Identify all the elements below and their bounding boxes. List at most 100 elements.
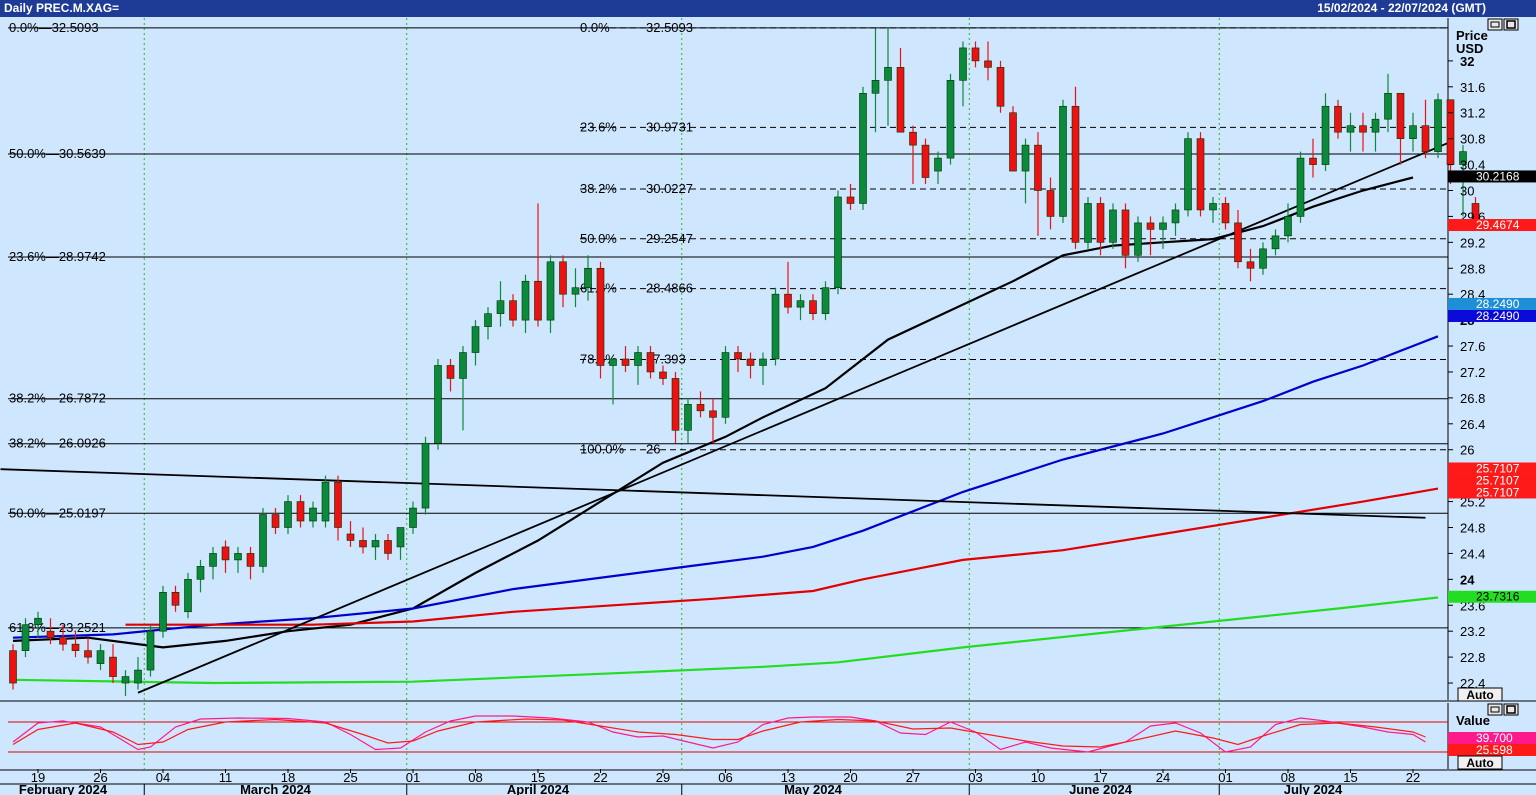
y-tick-label-15: 26: [1460, 443, 1474, 458]
osc-minimize-icon: [1490, 706, 1500, 713]
x-tick-label-0: 19: [31, 770, 45, 785]
candle-body-95: [1196, 138, 1205, 211]
candle-46: [584, 255, 592, 301]
candle-52: [659, 365, 667, 385]
oscillator-plot-area[interactable]: [8, 703, 1448, 769]
candle-99: [1246, 248, 1255, 282]
candle-111: [1396, 92, 1405, 165]
x-tick-label-10: 29: [656, 770, 670, 785]
candle-95: [1196, 132, 1205, 217]
candle-body-90: [1134, 222, 1142, 256]
candle-50: [634, 346, 642, 385]
candle-body-113: [1421, 125, 1430, 152]
candle-70: [884, 28, 892, 126]
month-label-5: July 2024: [1284, 782, 1343, 795]
candle-5: [71, 631, 80, 658]
candle-20: [259, 508, 267, 573]
y-tick-label-22: 22.8: [1460, 650, 1485, 665]
candle-72: [909, 125, 917, 185]
price-auto-button[interactable]: Auto: [1457, 687, 1503, 702]
time-axis-area: [0, 769, 1536, 795]
candle-27: [346, 521, 355, 547]
candle-65: [821, 281, 830, 321]
candle-28: [359, 527, 367, 554]
candle-10: [134, 657, 142, 690]
x-tick-label-11: 06: [718, 770, 732, 785]
candle-57: [721, 346, 730, 424]
maximize-button[interactable]: [1503, 18, 1519, 31]
currency-label: USD: [1456, 41, 1483, 56]
candle-body-34: [434, 365, 442, 444]
x-tick-label-4: 18: [281, 770, 295, 785]
fib-left-label-1: 50.0%—30.5639: [9, 146, 106, 161]
candle-1: [21, 618, 30, 658]
candle-body-93: [1171, 209, 1180, 224]
candle-13: [171, 585, 180, 612]
y-tick-label-18: 24.4: [1460, 546, 1485, 561]
candle-33: [421, 436, 430, 515]
candle-body-28: [359, 540, 367, 548]
y-tick-label-0: 32: [1460, 54, 1474, 69]
candle-107: [1346, 112, 1355, 152]
y-tick-label-2: 31.2: [1460, 106, 1485, 121]
candle-105: [1321, 93, 1330, 172]
minimize-button[interactable]: [1487, 18, 1503, 31]
candle-24: [309, 501, 317, 528]
x-tick-label-6: 01: [406, 770, 420, 785]
level-box-level-25.7107-b: [1448, 474, 1536, 487]
fib-right-value-3: 29.2547: [646, 231, 693, 246]
candle-87: [1096, 196, 1105, 256]
candle-body-80: [1009, 112, 1017, 172]
trendline-1: [0, 468, 1426, 519]
candle-14: [184, 572, 192, 619]
x-tick-label-9: 22: [593, 770, 607, 785]
candle-body-12: [159, 592, 167, 632]
osc-d-line: [12, 718, 1426, 748]
candle-34: [434, 359, 442, 450]
candle-3: [46, 618, 55, 645]
x-tick-label-16: 10: [1031, 770, 1045, 785]
level-label-level-25.7107-b: 25.7107: [1476, 473, 1520, 487]
candle-85: [1071, 86, 1080, 249]
level-label-level-25.7107-c: 25.7107: [1476, 485, 1520, 499]
candle-body-3: [46, 630, 55, 638]
candle-body-103: [1296, 157, 1305, 217]
candle-body-98: [1234, 222, 1242, 263]
level-box-level-30.2168: [1448, 170, 1536, 183]
osc-auto-button[interactable]: Auto: [1457, 755, 1503, 770]
candle-69: [871, 28, 880, 133]
candle-64: [809, 294, 817, 321]
candle-body-31: [396, 527, 405, 548]
fib-right-pct-1: 23.6%: [580, 119, 617, 134]
candle-body-46: [584, 267, 592, 289]
candle-body-85: [1071, 105, 1080, 243]
x-tick-label-20: 08: [1281, 770, 1295, 785]
candle-body-56: [709, 410, 717, 418]
maximize-icon: [1506, 20, 1516, 29]
candle-body-7: [96, 650, 105, 664]
candle-51: [646, 346, 655, 379]
fib-right-pct-2: 38.2%: [580, 181, 617, 196]
y-tick-label-5: 30: [1460, 184, 1474, 199]
level-label-level-25.7107-a: 25.7107: [1476, 461, 1520, 475]
candle-body-112: [1409, 125, 1417, 139]
candle-41: [521, 274, 530, 334]
y-tick-label-19: 24: [1460, 572, 1475, 587]
x-tick-label-2: 04: [156, 770, 170, 785]
candle-76: [959, 41, 967, 107]
candle-body-43: [546, 261, 555, 321]
candle-2: [34, 611, 42, 638]
candle-104: [1309, 138, 1317, 178]
osc-maximize-button[interactable]: [1503, 703, 1519, 716]
osc-minimize-button[interactable]: [1487, 703, 1503, 716]
candle-body-89: [1121, 209, 1130, 256]
candle-90: [1134, 216, 1142, 262]
candle-43: [546, 255, 555, 334]
candle-100: [1259, 242, 1267, 275]
candle-40: [509, 294, 517, 327]
y-tick-label-21: 23.2: [1460, 624, 1485, 639]
candle-body-78: [984, 60, 992, 68]
candle-body-116: [1459, 151, 1467, 165]
chart-title: Daily PREC.M.XAG=: [4, 1, 119, 15]
